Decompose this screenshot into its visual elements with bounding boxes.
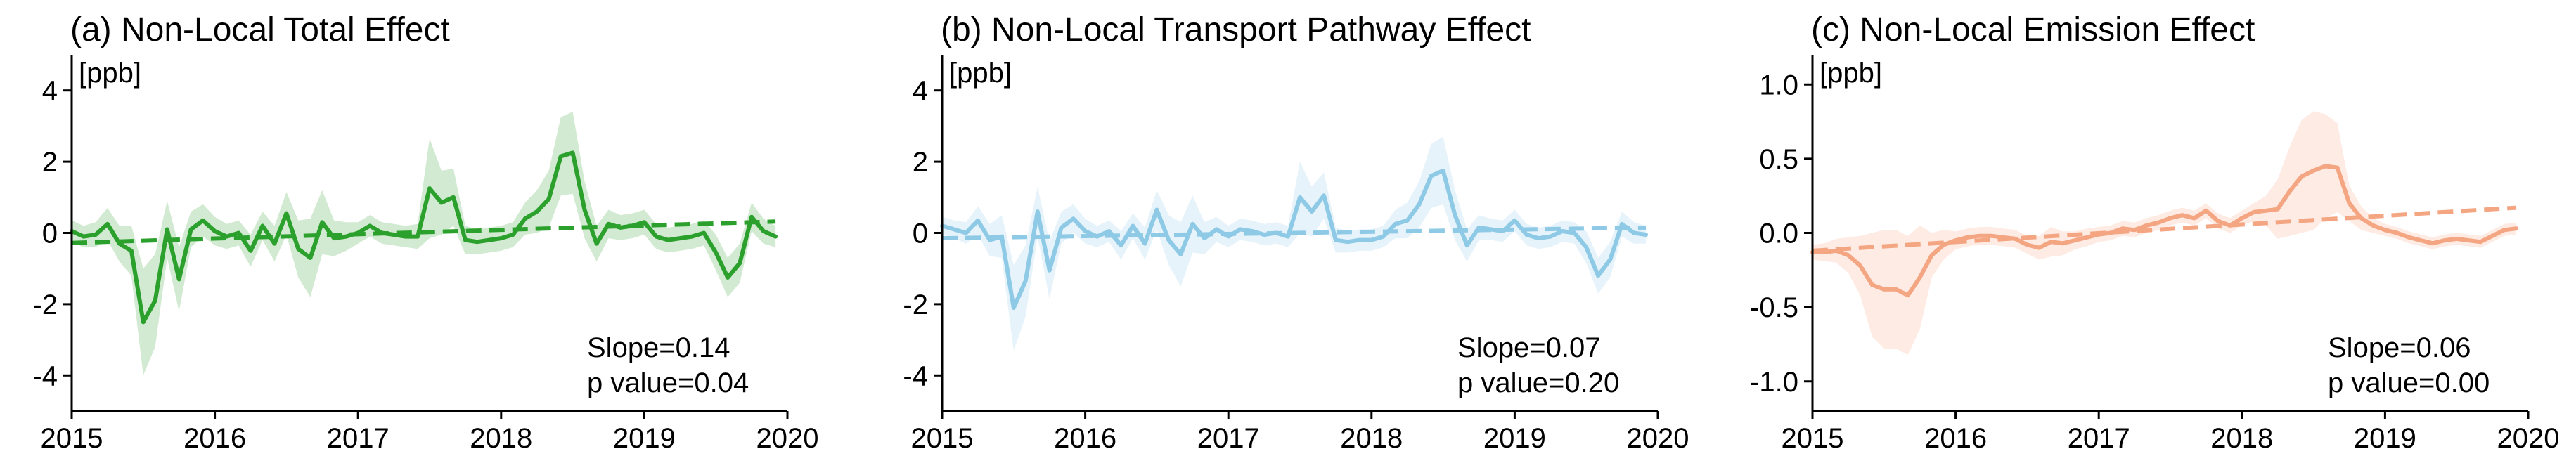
x-tick-label: 2020 [2497, 423, 2560, 454]
panel-2: (c) Non-Local Emission Effect -1.0 -0.5 0.0… [1750, 11, 2559, 454]
x-tick-label: 2019 [613, 423, 676, 454]
y-tick-label: -1.0 [1750, 367, 1798, 398]
x-tick-label: 2016 [1924, 423, 1987, 454]
slope-annotation: Slope=0.07 [1457, 332, 1601, 363]
x-tick-label: 2020 [756, 423, 819, 454]
y-tick-label: -0.5 [1750, 292, 1798, 323]
y-tick-label: 0.5 [1759, 144, 1798, 175]
y-tick-label: 0 [42, 219, 58, 249]
y-tick-label: 4 [913, 76, 928, 107]
x-tick-label: 2017 [327, 423, 389, 454]
panel-0: (a) Non-Local Total Effect -4 -2 0 2 4 2015 201… [32, 11, 818, 454]
series-line [1810, 164, 2519, 298]
panel-1: (b) Non-Local Transport Pathway Effect -4… [903, 11, 1689, 454]
y-tick-label: 2 [42, 147, 58, 178]
x-tick-label: 2016 [183, 423, 246, 454]
p-value-annotation: p value=0.00 [2328, 367, 2490, 398]
x-tick-label: 2020 [1627, 423, 1689, 454]
x-tick-label: 2018 [1340, 423, 1403, 454]
x-tick-label: 2017 [1197, 423, 1260, 454]
unit-label: [ppb] [79, 58, 141, 89]
uncertainty-band [72, 112, 776, 376]
y-tick-label: 0 [913, 219, 928, 249]
uncertainty-band [942, 136, 1647, 351]
x-tick-label: 2015 [911, 423, 974, 454]
x-tick-label: 2017 [2068, 423, 2130, 454]
p-value-annotation: p value=0.04 [587, 367, 749, 398]
unit-label: [ppb] [1820, 58, 1882, 89]
panel-title: (c) Non-Local Emission Effect [1811, 11, 2255, 48]
series-line [940, 168, 1649, 310]
uncertainty-band [1812, 111, 2517, 355]
x-tick-label: 2018 [470, 423, 532, 454]
x-tick-label: 2016 [1054, 423, 1116, 454]
y-tick-label: -4 [32, 360, 58, 391]
y-tick-label: -2 [32, 289, 58, 320]
panel-title: (b) Non-Local Transport Pathway Effect [941, 11, 1531, 48]
slope-annotation: Slope=0.06 [2328, 332, 2471, 363]
y-tick-label: -4 [903, 360, 928, 391]
panel-title: (a) Non-Local Total Effect [70, 11, 450, 48]
slope-annotation: Slope=0.14 [587, 332, 730, 363]
y-tick-label: 4 [42, 76, 58, 107]
unit-label: [ppb] [949, 58, 1012, 89]
x-tick-label: 2015 [41, 423, 103, 454]
trend-line [1812, 205, 2517, 253]
p-value-annotation: p value=0.20 [1457, 367, 1619, 398]
x-tick-label: 2019 [1483, 423, 1546, 454]
y-tick-label: 0.0 [1759, 219, 1798, 249]
y-tick-label: 2 [913, 147, 928, 178]
x-tick-label: 2019 [2354, 423, 2416, 454]
y-tick-label: 1.0 [1759, 70, 1798, 100]
x-tick-label: 2015 [1782, 423, 1844, 454]
y-tick-label: -2 [903, 289, 928, 320]
series-line [70, 150, 778, 325]
x-tick-label: 2018 [2210, 423, 2273, 454]
